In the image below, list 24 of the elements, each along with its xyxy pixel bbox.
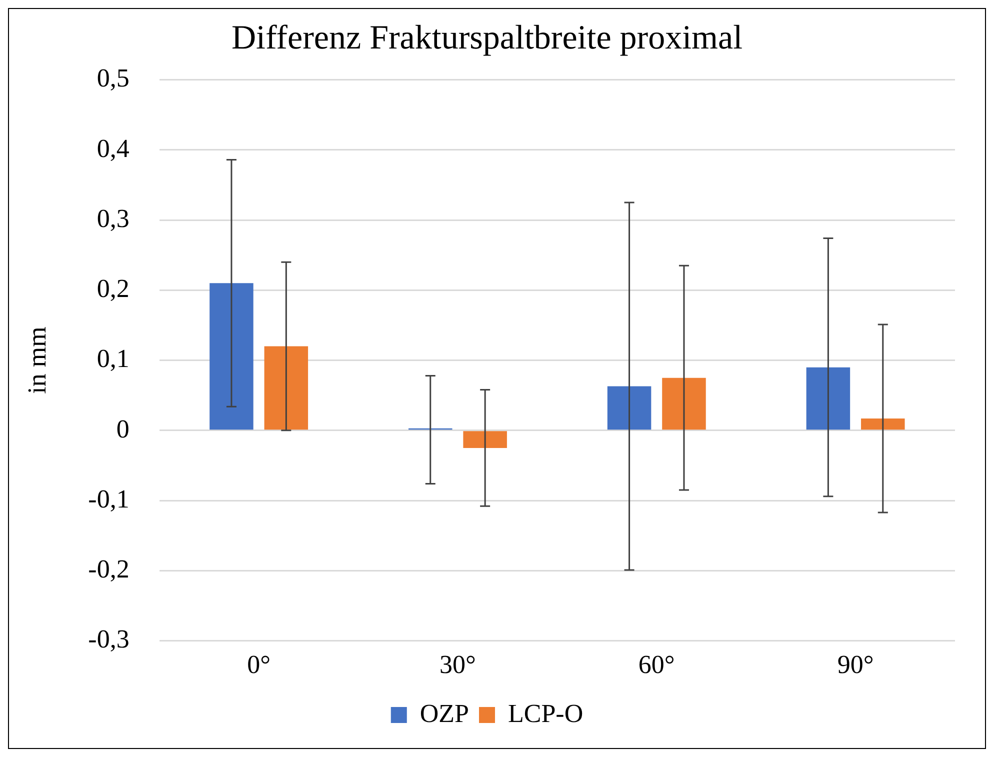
y-tick-label: 0 — [116, 414, 130, 444]
y-tick-label: 0,3 — [96, 204, 130, 233]
y-tick-label: 0,1 — [96, 344, 130, 374]
legend-label: LCP-O — [508, 698, 584, 728]
y-tick-label: -0,1 — [88, 484, 130, 514]
y-axis-title: in mm — [22, 326, 52, 394]
bar — [662, 378, 706, 430]
bar — [861, 418, 905, 430]
x-tick-label: 0° — [247, 650, 271, 680]
legend-label: OZP — [420, 698, 470, 728]
x-tick-label: 90° — [837, 650, 874, 680]
y-tick-label: -0,2 — [88, 554, 130, 584]
y-tick-label: 0,2 — [96, 274, 130, 304]
bar — [264, 346, 308, 430]
x-tick-label: 30° — [440, 650, 476, 680]
bar — [463, 431, 507, 448]
chart-title: Differenz Frakturspaltbreite proximal — [231, 19, 743, 56]
x-tick-label: 60° — [638, 650, 675, 680]
bar — [806, 367, 850, 430]
y-tick-label: 0,4 — [96, 134, 130, 163]
y-tick-label: -0,3 — [88, 624, 130, 654]
bar — [210, 283, 254, 430]
y-tick-label: 0,5 — [96, 64, 130, 93]
bar — [607, 386, 652, 430]
